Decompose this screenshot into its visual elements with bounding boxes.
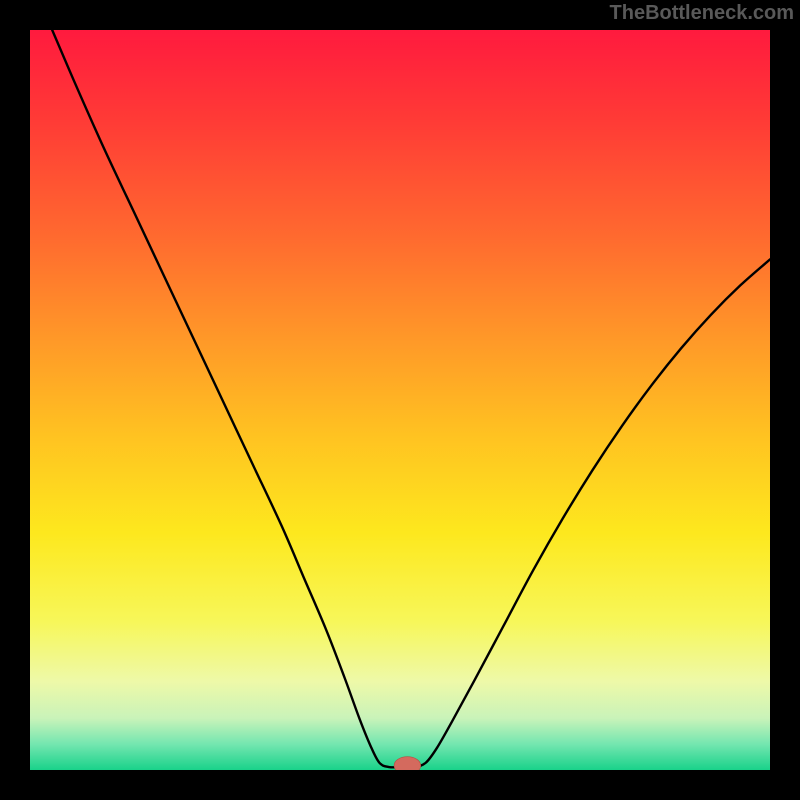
watermark-label: TheBottleneck.com bbox=[610, 2, 794, 25]
chart-background-gradient bbox=[30, 30, 770, 770]
bottleneck-chart: TheBottleneck.com bbox=[0, 0, 800, 800]
chart-svg bbox=[0, 0, 800, 800]
